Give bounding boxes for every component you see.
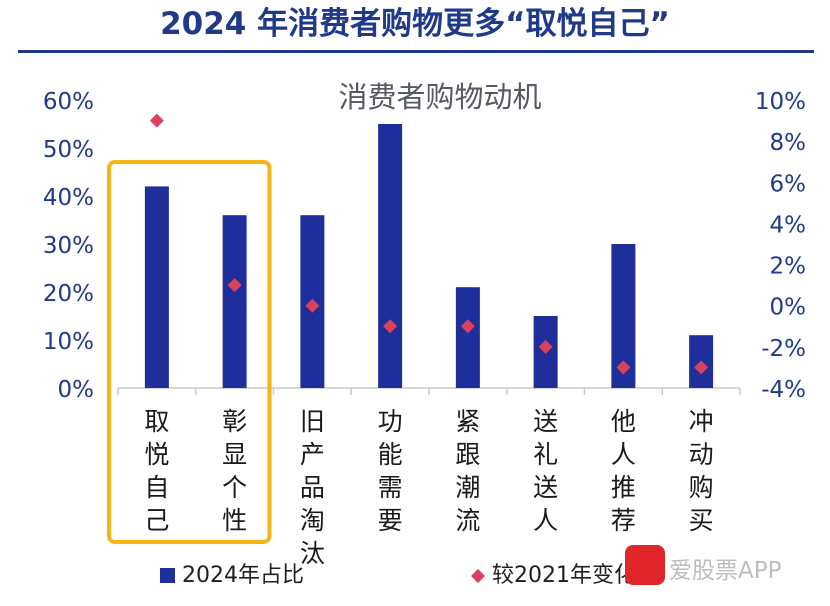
left-axis-tick-label: 30% (43, 233, 94, 259)
left-axis-tick-label: 60% (43, 89, 94, 115)
category-label-char: 取 (144, 407, 169, 436)
category-label-char: 己 (144, 506, 169, 535)
category-label-char: 品 (300, 473, 325, 502)
category-label-char: 悦 (144, 440, 169, 469)
category-label-char: 产 (300, 440, 325, 469)
diamond-marker-2 (227, 278, 242, 293)
category-label-char: 旧 (300, 407, 325, 436)
bar-4 (378, 124, 403, 388)
category-label-char: 性 (222, 506, 247, 535)
legend-diamond-swatch (471, 569, 485, 583)
category-label-char: 人 (533, 506, 558, 535)
watermark: 爱股票APP (625, 545, 825, 605)
category-label-char: 能 (378, 440, 403, 469)
diamond-marker-1 (149, 113, 164, 128)
diamond-marker-3 (305, 298, 320, 313)
right-axis-tick-label: -4% (761, 377, 806, 403)
left-axis-tick-label: 50% (43, 137, 94, 163)
legend-diamond-label: 较2021年变化 (492, 563, 636, 588)
category-label-char: 潮 (455, 473, 480, 502)
category-label-char: 动 (689, 440, 714, 469)
category-label-char: 荐 (611, 506, 636, 535)
category-label-char: 人 (611, 440, 636, 469)
diamond-marker-7 (616, 360, 631, 375)
title-divider (18, 50, 814, 53)
category-label-char: 淘 (300, 506, 325, 535)
category-label-char: 购 (689, 473, 714, 502)
category-label-char: 个 (222, 473, 247, 502)
page-title: 2024 年消费者购物更多“取悦自己” (160, 6, 670, 42)
category-label-char: 推 (611, 473, 636, 502)
chart-title: 消费者购物动机 (338, 80, 541, 114)
left-axis-tick-label: 0% (58, 377, 95, 403)
bar-2 (222, 215, 247, 388)
right-axis-tick-label: -2% (761, 336, 806, 362)
diamond-marker-8 (694, 360, 709, 375)
category-label-char: 自 (144, 473, 169, 502)
category-label-char: 礼 (533, 440, 558, 469)
diamond-marker-5 (460, 319, 475, 334)
category-label-char: 彰 (222, 407, 247, 436)
category-label-char: 流 (455, 506, 480, 535)
right-axis-tick-label: 6% (770, 171, 807, 197)
bar-5 (455, 287, 480, 388)
right-axis-tick-label: 2% (770, 254, 807, 280)
legend-bar-swatch (160, 568, 175, 583)
left-axis-tick-label: 10% (43, 329, 94, 355)
legend-bar-label: 2024年占比 (182, 563, 304, 588)
diamond-marker-4 (383, 319, 398, 334)
right-axis-tick-label: 0% (770, 295, 807, 321)
category-label-char: 跟 (455, 440, 480, 469)
category-label-char: 功 (378, 407, 403, 436)
category-label-char: 买 (689, 506, 714, 535)
watermark-text: 爱股票APP (669, 558, 782, 584)
right-axis-tick-label: 4% (770, 212, 807, 238)
right-axis-tick-label: 10% (755, 89, 806, 115)
left-axis-tick-label: 40% (43, 185, 94, 211)
left-axis-tick-label: 20% (43, 281, 94, 307)
highlight-box (107, 160, 272, 544)
right-axis-tick-label: 8% (770, 130, 807, 156)
app-logo-icon (625, 545, 665, 585)
category-label-char: 送 (533, 407, 558, 436)
category-label-char: 紧 (455, 407, 480, 436)
diamond-marker-6 (538, 339, 553, 354)
category-label-char: 送 (533, 473, 558, 502)
category-label-char: 他 (611, 407, 636, 436)
bar-1 (144, 186, 169, 388)
category-label-char: 需 (378, 473, 403, 502)
category-label-char: 要 (378, 506, 403, 535)
category-label-char: 显 (222, 440, 247, 469)
category-label-char: 汰 (300, 539, 325, 568)
category-label-char: 冲 (689, 407, 714, 436)
